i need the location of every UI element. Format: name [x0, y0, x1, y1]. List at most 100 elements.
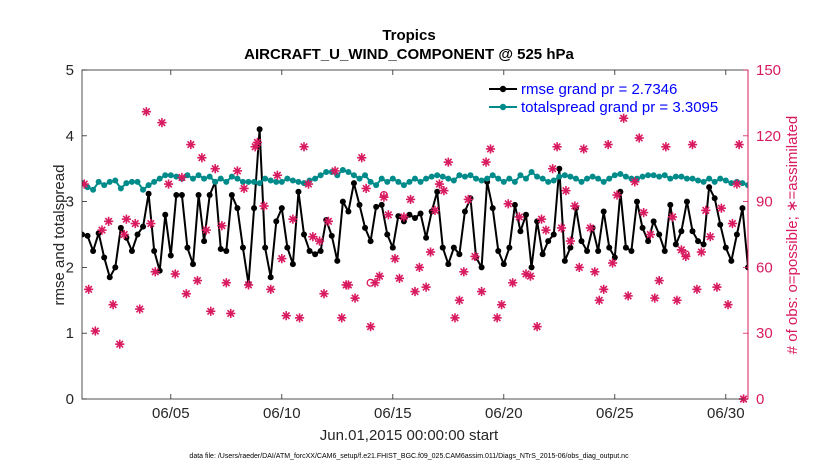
- totalspread-point: [400, 182, 407, 189]
- asterisk-core: [173, 271, 178, 276]
- asterisk-core: [488, 146, 493, 151]
- asterisk-core: [597, 298, 602, 303]
- totalspread-point: [578, 178, 585, 185]
- totalspread-point: [345, 168, 352, 175]
- totalspread-point: [528, 168, 535, 175]
- rmse-point: [106, 274, 113, 281]
- legend-totalspread-marker: [499, 103, 507, 111]
- totalspread-point: [289, 177, 296, 184]
- obs-assimilated-marker: [206, 306, 216, 316]
- obs-assimilated-marker: [163, 179, 174, 189]
- totalspread-point: [145, 182, 152, 189]
- totalspread-point: [717, 175, 724, 182]
- rmse-point: [278, 205, 285, 212]
- totalspread-point: [339, 167, 346, 174]
- totalspread-point: [117, 185, 124, 192]
- obs-assimilated-marker: [532, 322, 542, 332]
- obs-assimilated-marker: [337, 313, 347, 323]
- totalspread-point: [206, 173, 213, 180]
- rmse-point: [195, 192, 202, 199]
- totalspread-point: [461, 173, 468, 180]
- asterisk-core: [253, 144, 258, 149]
- asterisk-core: [228, 311, 233, 316]
- series-group: [82, 107, 748, 403]
- rmse-point: [145, 190, 152, 197]
- totalspread-point: [284, 175, 291, 182]
- asterisk-core: [626, 293, 631, 298]
- asterisk-core: [506, 201, 511, 206]
- asterisk-core: [255, 140, 260, 145]
- rmse-point: [595, 247, 602, 254]
- legend: rmse grand pr = 2.7346 totalspread grand…: [489, 81, 718, 116]
- obs-assimilated-marker: [197, 153, 207, 163]
- rmse-point: [417, 210, 424, 217]
- obs-assimilated-marker: [357, 153, 367, 163]
- obs-assimilated-marker: [108, 300, 118, 310]
- totalspread-point: [367, 178, 374, 185]
- totalspread-point: [478, 177, 485, 184]
- rmse-point: [561, 257, 568, 264]
- asterisk-core: [428, 250, 433, 255]
- obs-assimilated-marker: [645, 229, 655, 240]
- obs-possible-marker: [681, 250, 690, 259]
- obs-assimilated-marker: [277, 254, 287, 264]
- totalspread-point: [423, 175, 430, 182]
- totalspread-point: [350, 172, 357, 179]
- totalspread-point: [745, 182, 748, 189]
- totalspread-point: [456, 172, 463, 179]
- rmse-point: [656, 231, 663, 238]
- right-axis: 0 30 60 90 120 150: [743, 62, 781, 408]
- obs-assimilated-marker: [425, 247, 436, 257]
- rmse-point: [339, 198, 346, 205]
- rmse-point: [112, 264, 119, 271]
- totalspread-point: [106, 178, 113, 185]
- rmse-point: [717, 221, 724, 228]
- obs-assimilated-marker: [508, 278, 518, 288]
- asterisk-core: [397, 276, 402, 281]
- obs-assimilated-marker: [201, 225, 211, 235]
- obs-assimilated-marker: [226, 308, 236, 319]
- obs-assimilated-marker: [350, 293, 360, 303]
- obs-assimilated-marker: [619, 113, 629, 123]
- totalspread-point: [373, 182, 380, 189]
- obs-assimilated-marker: [150, 267, 160, 277]
- obs-assimilated-marker: [639, 207, 649, 218]
- asterisk-core: [306, 182, 311, 187]
- obs-assimilated-marker: [650, 293, 660, 303]
- totalspread-point: [312, 175, 319, 182]
- obs-assimilated-marker: [232, 166, 242, 176]
- x-tick-label: 06/25: [596, 405, 634, 422]
- obs-assimilated-marker: [319, 289, 329, 299]
- legend-totalspread-label: totalspread grand pr = 3.3095: [521, 99, 718, 116]
- totalspread-point: [317, 172, 324, 179]
- asterisk-core: [719, 206, 724, 211]
- asterisk-core: [359, 155, 364, 160]
- y-axis-label: rmse and totalspread: [51, 165, 68, 306]
- rmse-point: [178, 192, 185, 199]
- rmse-point: [733, 231, 740, 238]
- data-file-footnote: data file: /Users/raeder/DAI/ATM_forcXX/…: [189, 453, 629, 460]
- totalspread-point: [650, 172, 657, 179]
- asterisk-core: [106, 219, 111, 224]
- totalspread-point: [245, 178, 252, 185]
- totalspread-point: [711, 178, 718, 185]
- asterisk-core: [446, 160, 451, 165]
- obs-assimilated-marker: [634, 133, 644, 143]
- totalspread-point: [167, 172, 174, 179]
- asterisk-core: [581, 146, 586, 151]
- asterisk-core: [694, 287, 699, 292]
- rmse-point: [289, 261, 296, 268]
- obs-assimilated-marker: [594, 295, 604, 305]
- rmse-point: [450, 244, 457, 251]
- totalspread-point: [661, 172, 668, 179]
- obs-assimilated-marker: [104, 216, 114, 226]
- rmse-point: [622, 244, 629, 251]
- asterisk-core: [734, 182, 739, 187]
- asterisk-core: [166, 182, 171, 187]
- totalspread-point: [567, 173, 574, 180]
- totalspread-point: [134, 178, 141, 185]
- obs-assimilated-marker: [696, 247, 706, 257]
- rmse-point: [234, 205, 241, 212]
- chart-subtitle: AIRCRAFT_U_WIND_COMPONENT @ 525 hPa: [244, 46, 574, 63]
- x-tick-label: 06/30: [707, 405, 745, 422]
